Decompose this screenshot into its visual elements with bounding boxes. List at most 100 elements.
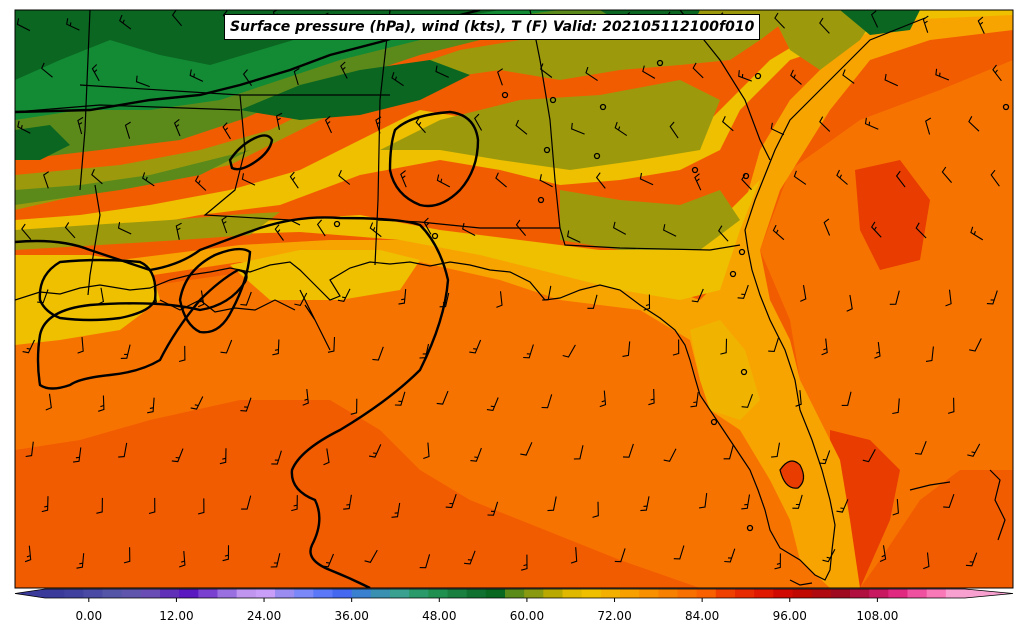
isobar-tx-closed	[38, 258, 157, 322]
station-marker	[431, 232, 439, 240]
wind-barb	[774, 553, 781, 570]
wind-barb	[316, 219, 326, 237]
wind-barb	[270, 553, 281, 568]
wind-barb	[423, 442, 430, 460]
wind-barb	[197, 498, 205, 515]
wind-barb	[64, 222, 76, 239]
wind-barb	[795, 390, 802, 407]
temp-zone-orange	[15, 10, 1013, 588]
wind-barb	[45, 393, 52, 411]
wind-barb	[585, 66, 598, 82]
colorbar-swatch	[581, 589, 602, 598]
wind-barb	[323, 448, 330, 466]
station-marker	[501, 91, 509, 99]
colorbar-swatch	[792, 589, 813, 598]
wind-barb	[221, 215, 228, 234]
plot-frame	[14, 9, 1014, 589]
wind-barb	[639, 172, 654, 186]
wind-barb	[289, 171, 299, 189]
colorbar-tick-label: 24.00	[247, 609, 281, 623]
colorbar-tick-label: 48.00	[422, 609, 456, 623]
station-marker	[754, 72, 762, 80]
colorbar-swatch	[447, 589, 468, 598]
wind-barb	[672, 339, 680, 356]
wind-barb	[343, 494, 352, 510]
wind-barb	[691, 288, 704, 303]
wind-barb	[523, 344, 534, 359]
colorbar-tick-label: 60.00	[510, 609, 544, 623]
wind-barb	[219, 448, 227, 465]
mississippi-delta	[299, 289, 331, 351]
wind-barb	[222, 545, 230, 562]
wind-barb	[793, 170, 807, 185]
colorbar-swatch	[409, 589, 429, 598]
station-marker	[333, 220, 341, 228]
wind-barb	[462, 222, 476, 236]
wind-barb	[570, 547, 578, 564]
colorbar-swatch	[198, 589, 218, 598]
station-marker	[691, 166, 699, 174]
wind-barb	[846, 294, 853, 312]
wind-barb	[800, 285, 807, 302]
border-ms-tn	[15, 104, 241, 113]
wind-barb	[25, 441, 34, 458]
station-marker	[549, 96, 557, 104]
wind-barb	[986, 290, 998, 305]
wind-barb	[324, 115, 332, 134]
wind-barb	[275, 112, 283, 130]
colorbar-swatch	[505, 589, 525, 598]
wind-barb	[464, 550, 476, 565]
wind-barb	[640, 496, 650, 512]
wind-barb	[992, 64, 1002, 82]
isobar-la-closed	[178, 247, 252, 334]
wind-barb	[439, 292, 450, 308]
station-marker	[656, 59, 664, 67]
wind-barb	[364, 549, 378, 563]
wind-barb	[96, 497, 103, 514]
colorbar-swatch	[140, 589, 161, 598]
temp-zone-upper-north-2	[240, 60, 470, 120]
colorbar-swatch	[620, 589, 640, 598]
wind-barb	[148, 497, 156, 515]
colorbar-swatch	[351, 589, 372, 598]
colorbar	[14, 588, 1014, 599]
colorbar-swatch	[850, 589, 870, 598]
wind-barb	[470, 447, 482, 462]
colorbar-swatch	[485, 589, 506, 598]
wind-barb	[990, 169, 1000, 187]
wind-barb	[967, 443, 981, 457]
bahamas-coast	[989, 469, 1006, 541]
colorbar-swatch	[888, 589, 908, 598]
colorbar-swatch	[926, 589, 947, 598]
wind-barb	[21, 223, 32, 240]
wind-barb	[935, 68, 950, 81]
station-marker	[740, 368, 748, 376]
wind-barb	[41, 62, 53, 78]
colorbar-tick-label: 36.00	[334, 609, 368, 623]
colorbar-swatch	[524, 589, 544, 598]
temp-zone-yellow-west	[15, 255, 160, 345]
wind-barb	[515, 219, 527, 236]
wind-barb	[119, 14, 132, 30]
wind-barb	[741, 494, 751, 510]
colorbar-tick-label: 0.00	[75, 609, 102, 623]
colorbar-swatch	[543, 589, 563, 598]
wind-barb	[592, 501, 599, 518]
colorbar-swatch	[600, 589, 621, 598]
wind-barb	[892, 499, 899, 516]
border-ok-ar	[79, 10, 91, 191]
colorbar-swatch	[907, 589, 928, 598]
station-marker	[738, 248, 746, 256]
wind-barb	[573, 445, 584, 460]
wind-barb	[291, 495, 298, 512]
wind-barb	[692, 62, 704, 79]
wind-barb	[842, 69, 855, 84]
wind-barb	[294, 292, 308, 307]
wind-barb	[41, 496, 49, 513]
wind-barb	[772, 224, 785, 241]
temp-zone-olive-ne	[770, 10, 880, 70]
wind-barb	[864, 117, 879, 130]
temp-zone-upper-north	[15, 10, 500, 80]
wind-barb	[222, 122, 231, 140]
